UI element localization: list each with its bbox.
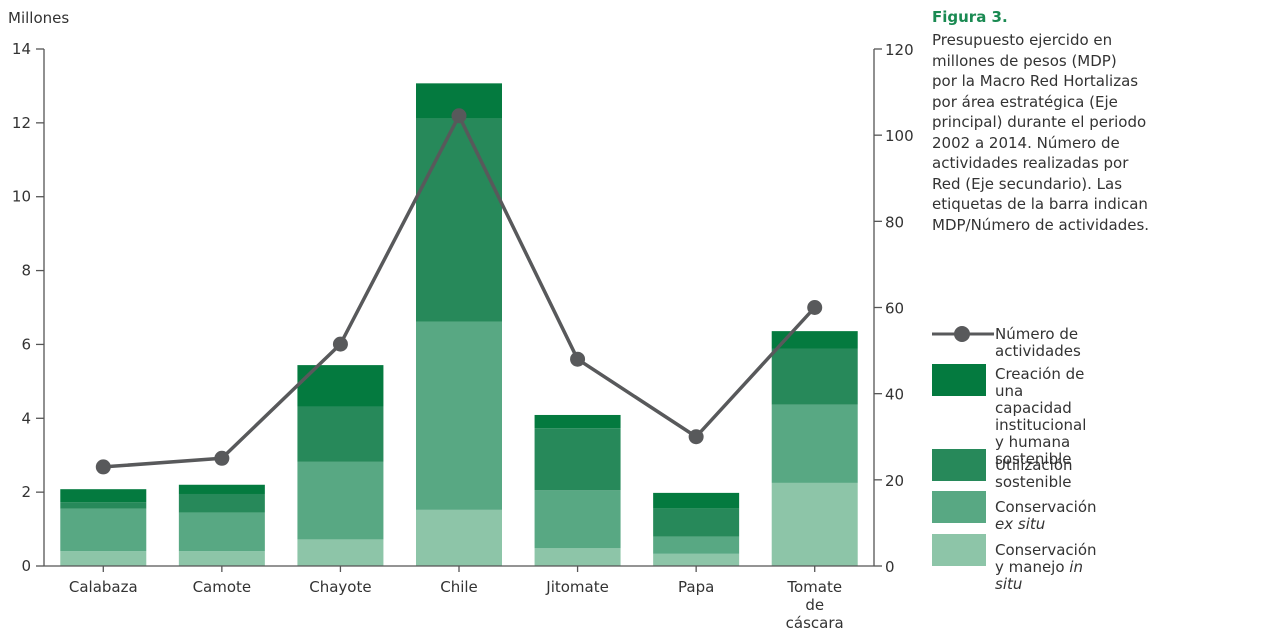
legend-swatch-s1 [932, 534, 986, 566]
y-tick-label: 2 [21, 483, 31, 501]
x-tick-label: Calabaza [69, 578, 138, 596]
x-tick-label: Chile [440, 578, 478, 596]
y2-tick-label: 20 [885, 472, 904, 490]
bar-segment-s1 [771, 482, 858, 566]
bar-segment-s2 [771, 404, 858, 483]
activities-point [95, 459, 111, 475]
bar-segment-s4 [178, 484, 265, 494]
activities-point [570, 351, 586, 367]
y2-tick-label: 40 [885, 386, 904, 404]
legend-label-line: Número de actividades [995, 325, 1081, 360]
y2-tick-label: 100 [885, 127, 914, 145]
bar-segment-s1 [60, 551, 147, 566]
y2-tick-label: 60 [885, 300, 904, 318]
bar-segment-s2 [297, 461, 384, 540]
bar-segment-s1 [178, 551, 265, 566]
x-tick-label: Papa [678, 578, 714, 596]
y-tick-label: 10 [12, 188, 31, 206]
y-tick-label: 6 [21, 335, 31, 353]
y2-tick-label: 0 [885, 558, 895, 576]
legend-label-s2: Conservación ex situ [995, 498, 1097, 533]
y-tick-label: 12 [12, 114, 31, 132]
bar-segment-s4 [771, 331, 858, 349]
legend-label-s1: Conservación y manejo in situ [995, 541, 1097, 593]
bar-segment-s1 [653, 553, 740, 566]
y2-tick-label: 80 [885, 213, 904, 231]
bar-segment-s3 [534, 428, 621, 491]
bar-segment-s3 [60, 502, 147, 509]
bar-segment-s2 [534, 490, 621, 549]
legend-swatch-s4 [932, 364, 986, 396]
activities-point [807, 300, 823, 315]
bar-segment-s4 [653, 492, 740, 509]
bar-segment-s3 [297, 406, 384, 462]
legend-label-s3: Utilización sostenible [995, 456, 1073, 491]
y-tick-label: 8 [21, 262, 31, 280]
bar-segment-s4 [60, 489, 147, 503]
activities-point [451, 108, 467, 124]
line-marker-icon [932, 326, 994, 342]
bar-segment-s3 [178, 493, 265, 513]
bar-segment-s2 [653, 536, 740, 554]
x-tick-label: Chayote [309, 578, 371, 596]
bar-segment-s1 [534, 548, 621, 566]
x-tick-label: Camote [193, 578, 252, 596]
activities-point [214, 450, 230, 466]
y2-tick-label: 120 [885, 41, 914, 59]
x-tick-label: Jitomate [545, 578, 609, 596]
y-tick-label: 14 [12, 40, 31, 58]
bar-segment-s3 [416, 118, 502, 322]
legend-label-s4: Creación de una capacidad institucional … [995, 365, 1087, 468]
bar-segment-s1 [416, 509, 502, 566]
bar-segment-s3 [653, 508, 740, 537]
bar-segment-s2 [416, 321, 502, 510]
y-tick-label: 4 [21, 409, 31, 427]
figure-caption-block: Figura 3. Presupuesto ejercido en millon… [932, 8, 1267, 235]
figure-caption: Presupuesto ejercido en millones de peso… [932, 31, 1150, 234]
bar-segment-s3 [771, 348, 858, 405]
bar-segment-s1 [297, 539, 384, 566]
legend-swatch-s3 [932, 449, 986, 481]
stacked-bar-line-chart: Millones 0 2 4 6 8 10 12 14 0 20 40 60 80 100 120 Calab… [8, 9, 914, 632]
y-axis-unit-label: Millones [8, 9, 69, 27]
bar-segment-s2 [60, 508, 147, 552]
activities-point [688, 429, 704, 445]
figure-title: Figura 3. [932, 8, 1008, 26]
legend-swatch-s2 [932, 491, 986, 523]
bar-segment-s2 [178, 512, 265, 552]
y-tick-label: 0 [21, 557, 31, 575]
x-tick-label: Tomate de cáscara [786, 578, 844, 632]
activities-point [332, 336, 348, 352]
bar-segment-s4 [534, 414, 621, 429]
